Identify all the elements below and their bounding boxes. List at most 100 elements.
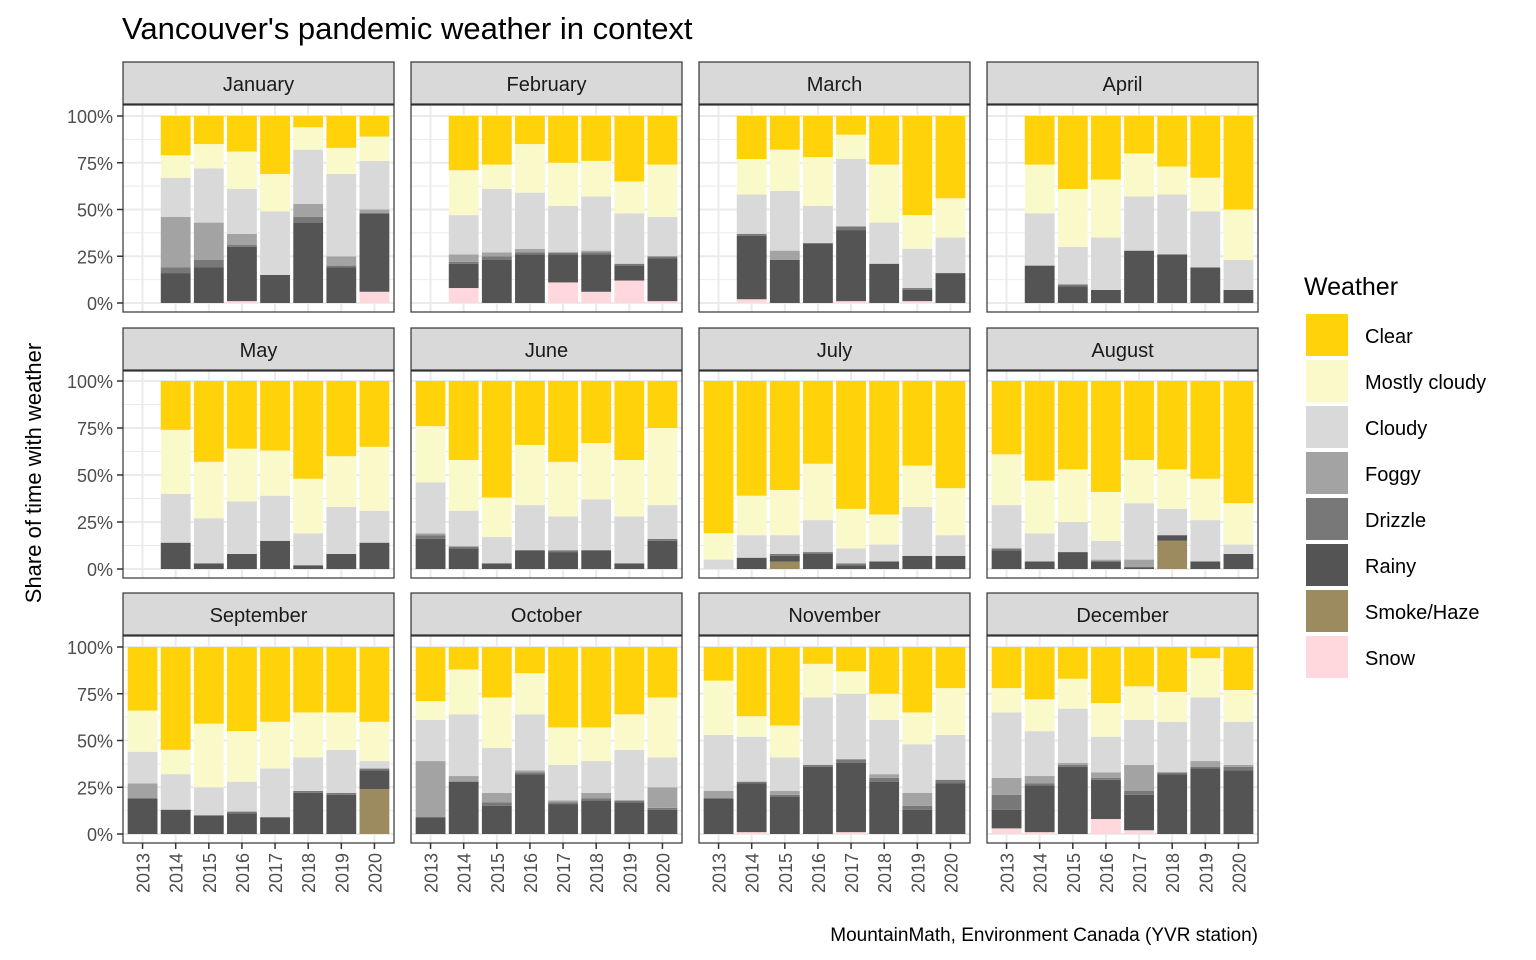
bar-segment-mostly-cloudy [1024, 699, 1055, 732]
bar-october-2017 [548, 647, 578, 834]
bar-segment-clear [260, 116, 290, 174]
y-tick-label: 50% [77, 201, 113, 221]
x-tick-label: 2020 [653, 853, 673, 893]
bar-segment-cloudy [869, 544, 900, 562]
bar-segment-rainy [1157, 535, 1188, 541]
bar-segment-clear [1190, 116, 1221, 178]
x-tick-label: 2014 [167, 853, 187, 893]
facet-strip [122, 592, 395, 636]
bar-january-2016 [227, 116, 257, 303]
bar-july-2016 [803, 381, 833, 569]
bar-segment-rainy [160, 542, 191, 569]
bar-segment-drizzle [293, 790, 324, 793]
bar-segment-mostly-cloudy [448, 669, 479, 715]
panel-september: September 0% 25% 50% 75% 100% 2013 2014 2015 2016… [67, 592, 395, 893]
bar-april-2015 [1057, 116, 1088, 303]
bar-segment-mostly-cloudy [614, 459, 645, 517]
bar-segment-clear [548, 116, 578, 163]
bar-segment-mostly-cloudy [647, 428, 678, 506]
legend-label: Cloudy [1365, 418, 1427, 440]
bar-segment-cloudy [160, 493, 191, 543]
y-tick-label: 0% [87, 825, 113, 845]
bar-segment-mostly-cloudy [1024, 480, 1055, 534]
y-tick-label: 75% [77, 154, 113, 174]
x-tick-label: 2018 [1163, 853, 1183, 893]
bar-segment-cloudy [991, 712, 1022, 778]
bar-segment-cloudy [193, 168, 224, 223]
legend-label: Mostly cloudy [1365, 372, 1486, 394]
bar-segment-cloudy [614, 516, 645, 564]
bar-segment-smoke-haze [359, 789, 390, 834]
facet-label: November [788, 605, 881, 627]
x-tick-label: 2017 [266, 853, 286, 893]
bar-segment-clear [1190, 381, 1221, 479]
bar-segment-clear [836, 116, 866, 135]
bar-segment-rainy [769, 259, 800, 303]
bar-segment-mostly-cloudy [614, 714, 645, 750]
bar-segment-snow [836, 832, 866, 834]
y-tick-label: 100% [67, 372, 113, 392]
bar-segment-rainy [227, 813, 257, 834]
bar-segment-smoke-haze [1157, 540, 1188, 569]
bar-segment-mostly-cloudy [803, 663, 833, 698]
bar-february-2014 [448, 116, 479, 303]
bar-segment-cloudy [359, 160, 390, 210]
bar-segment-rainy [1190, 768, 1221, 834]
bar-segment-cloudy [1124, 719, 1154, 765]
panel-november: November 2013 2014 2015 2016 2017 2018 2019 2020 [698, 592, 971, 893]
bar-april-2018 [1157, 116, 1188, 303]
bar-segment-cloudy [614, 749, 645, 801]
bar-segment-cloudy [1223, 721, 1254, 765]
bar-segment-mostly-cloudy [193, 461, 224, 519]
facet-label: March [807, 74, 863, 96]
bar-november-2019 [902, 647, 933, 834]
bar-segment-cloudy [703, 559, 734, 569]
bar-segment-mostly-cloudy [1157, 469, 1188, 509]
bar-segment-rainy [515, 550, 545, 569]
bar-segment-mostly-cloudy [902, 465, 933, 507]
bar-segment-clear [227, 381, 257, 449]
bar-november-2014 [736, 647, 767, 834]
bar-may-2019 [326, 381, 357, 569]
bar-segment-cloudy [836, 548, 866, 564]
bar-segment-snow [902, 301, 933, 303]
bar-segment-cloudy [1024, 213, 1055, 266]
bar-segment-drizzle [1024, 783, 1055, 786]
bar-segment-rainy [1124, 567, 1154, 569]
bar-segment-clear [1057, 116, 1088, 189]
bar-segment-foggy [1190, 761, 1221, 767]
bar-february-2015 [481, 116, 512, 303]
bar-segment-cloudy [293, 149, 324, 204]
x-tick-label: 2016 [521, 853, 541, 893]
x-tick-label: 2014 [743, 853, 763, 893]
facet-strip [986, 327, 1259, 371]
bar-segment-cloudy [736, 194, 767, 234]
x-tick-label: 2019 [620, 853, 640, 893]
y-tick-label: 25% [77, 247, 113, 267]
facet-label: July [817, 340, 853, 362]
bar-segment-mostly-cloudy [160, 429, 191, 494]
bar-segment-clear [869, 116, 900, 165]
bar-segment-cloudy [415, 719, 446, 762]
bar-segment-foggy [227, 233, 257, 246]
legend-label: Drizzle [1365, 510, 1426, 532]
bar-november-2013 [703, 647, 734, 834]
bar-segment-rainy [614, 802, 645, 834]
x-tick-label: 2017 [842, 853, 862, 893]
bar-segment-cloudy [415, 482, 446, 534]
bar-segment-drizzle [227, 245, 257, 247]
y-tick-label: 0% [87, 294, 113, 314]
bar-segment-clear [515, 381, 545, 445]
bar-segment-mostly-cloudy [515, 444, 545, 506]
bar-january-2019 [326, 116, 357, 303]
bar-segment-rainy [769, 555, 800, 562]
bar-segment-drizzle [836, 759, 866, 763]
bar-segment-clear [415, 381, 446, 427]
bar-segment-mostly-cloudy [326, 712, 357, 750]
bar-segment-rainy [1091, 289, 1121, 303]
bar-segment-mostly-cloudy [836, 671, 866, 694]
bar-segment-rainy [1024, 561, 1055, 569]
bar-segment-foggy [581, 792, 612, 799]
bar-segment-rainy [481, 563, 512, 569]
bar-segment-mostly-cloudy [614, 181, 645, 214]
